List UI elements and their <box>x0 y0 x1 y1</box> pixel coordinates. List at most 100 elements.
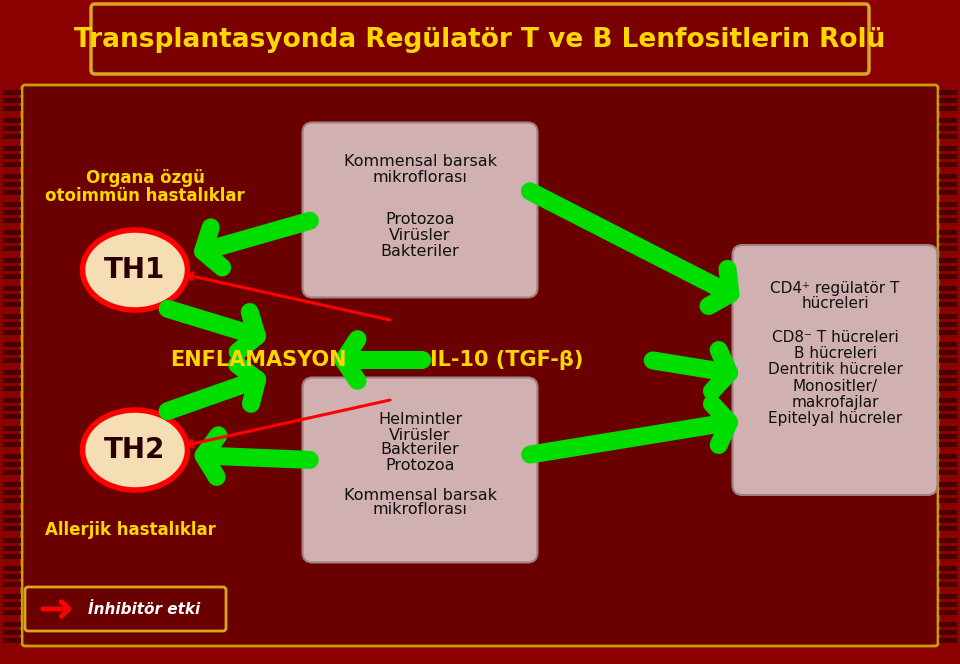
Text: B hücreleri: B hücreleri <box>794 347 876 361</box>
FancyBboxPatch shape <box>302 122 538 297</box>
FancyBboxPatch shape <box>939 554 957 559</box>
FancyBboxPatch shape <box>3 370 21 375</box>
FancyBboxPatch shape <box>3 294 21 299</box>
FancyBboxPatch shape <box>939 358 957 363</box>
FancyBboxPatch shape <box>939 630 957 635</box>
FancyBboxPatch shape <box>939 378 957 383</box>
FancyBboxPatch shape <box>3 482 21 487</box>
FancyBboxPatch shape <box>3 210 21 215</box>
Text: makrofajlar: makrofajlar <box>791 394 878 410</box>
FancyBboxPatch shape <box>3 230 21 235</box>
FancyBboxPatch shape <box>3 358 21 363</box>
FancyBboxPatch shape <box>3 146 21 151</box>
Text: Bakteriler: Bakteriler <box>380 442 460 457</box>
FancyBboxPatch shape <box>732 245 938 495</box>
FancyBboxPatch shape <box>3 510 21 515</box>
FancyBboxPatch shape <box>3 462 21 467</box>
FancyBboxPatch shape <box>939 342 957 347</box>
FancyBboxPatch shape <box>3 574 21 579</box>
FancyBboxPatch shape <box>939 538 957 543</box>
FancyBboxPatch shape <box>3 426 21 431</box>
FancyBboxPatch shape <box>3 322 21 327</box>
FancyBboxPatch shape <box>22 85 938 646</box>
Text: Kommensal barsak: Kommensal barsak <box>344 155 496 169</box>
FancyBboxPatch shape <box>3 350 21 355</box>
FancyBboxPatch shape <box>3 538 21 543</box>
FancyBboxPatch shape <box>939 162 957 167</box>
FancyBboxPatch shape <box>3 498 21 503</box>
FancyBboxPatch shape <box>3 566 21 571</box>
FancyBboxPatch shape <box>939 350 957 355</box>
FancyBboxPatch shape <box>939 218 957 223</box>
Text: Transplantasyonda Regülatör T ve B Lenfositlerin Rolü: Transplantasyonda Regülatör T ve B Lenfo… <box>74 27 886 53</box>
FancyBboxPatch shape <box>3 434 21 439</box>
FancyBboxPatch shape <box>939 398 957 403</box>
FancyBboxPatch shape <box>939 146 957 151</box>
FancyBboxPatch shape <box>939 574 957 579</box>
Text: Protozoa: Protozoa <box>385 212 455 228</box>
Text: IL-10 (TGF-β): IL-10 (TGF-β) <box>430 350 584 370</box>
FancyBboxPatch shape <box>3 518 21 523</box>
FancyBboxPatch shape <box>939 638 957 643</box>
Text: mikroflorası: mikroflorası <box>372 171 468 185</box>
FancyBboxPatch shape <box>939 610 957 615</box>
Text: CD8⁻ T hücreleri: CD8⁻ T hücreleri <box>772 331 899 345</box>
Text: Organa özgü: Organa özgü <box>85 169 204 187</box>
FancyBboxPatch shape <box>3 274 21 279</box>
FancyBboxPatch shape <box>3 582 21 587</box>
FancyBboxPatch shape <box>3 258 21 263</box>
FancyBboxPatch shape <box>939 210 957 215</box>
FancyBboxPatch shape <box>939 594 957 599</box>
FancyBboxPatch shape <box>3 182 21 187</box>
FancyBboxPatch shape <box>939 202 957 207</box>
FancyBboxPatch shape <box>939 302 957 307</box>
FancyBboxPatch shape <box>3 490 21 495</box>
FancyBboxPatch shape <box>3 218 21 223</box>
FancyBboxPatch shape <box>3 470 21 475</box>
FancyBboxPatch shape <box>3 398 21 403</box>
Text: Kommensal barsak: Kommensal barsak <box>344 487 496 503</box>
FancyBboxPatch shape <box>3 546 21 551</box>
FancyBboxPatch shape <box>939 526 957 531</box>
FancyBboxPatch shape <box>939 182 957 187</box>
FancyBboxPatch shape <box>939 566 957 571</box>
Text: İnhibitör etki: İnhibitör etki <box>88 602 201 616</box>
FancyBboxPatch shape <box>939 190 957 195</box>
FancyBboxPatch shape <box>939 546 957 551</box>
Text: TH2: TH2 <box>105 436 166 464</box>
FancyBboxPatch shape <box>939 470 957 475</box>
FancyBboxPatch shape <box>939 274 957 279</box>
FancyBboxPatch shape <box>3 386 21 391</box>
FancyBboxPatch shape <box>939 126 957 131</box>
FancyBboxPatch shape <box>939 406 957 411</box>
FancyBboxPatch shape <box>3 526 21 531</box>
Text: Helmintler: Helmintler <box>378 412 462 428</box>
FancyBboxPatch shape <box>3 202 21 207</box>
FancyBboxPatch shape <box>3 442 21 447</box>
FancyBboxPatch shape <box>939 98 957 103</box>
FancyBboxPatch shape <box>3 622 21 627</box>
FancyBboxPatch shape <box>3 134 21 139</box>
Text: Allerjik hastalıklar: Allerjik hastalıklar <box>44 521 215 539</box>
FancyBboxPatch shape <box>3 174 21 179</box>
Text: hücreleri: hücreleri <box>802 297 869 311</box>
Text: CD4⁺ regülatör T: CD4⁺ regülatör T <box>770 280 900 295</box>
FancyBboxPatch shape <box>939 106 957 111</box>
Text: mikroflorası: mikroflorası <box>372 503 468 517</box>
FancyBboxPatch shape <box>939 238 957 243</box>
Text: Protozoa: Protozoa <box>385 457 455 473</box>
FancyBboxPatch shape <box>939 286 957 291</box>
FancyBboxPatch shape <box>3 454 21 459</box>
FancyBboxPatch shape <box>25 587 226 631</box>
FancyBboxPatch shape <box>939 518 957 523</box>
FancyBboxPatch shape <box>939 154 957 159</box>
FancyBboxPatch shape <box>939 434 957 439</box>
FancyBboxPatch shape <box>3 378 21 383</box>
FancyBboxPatch shape <box>3 162 21 167</box>
FancyBboxPatch shape <box>3 314 21 319</box>
FancyBboxPatch shape <box>3 630 21 635</box>
FancyBboxPatch shape <box>939 426 957 431</box>
FancyBboxPatch shape <box>3 190 21 195</box>
FancyBboxPatch shape <box>939 134 957 139</box>
FancyBboxPatch shape <box>3 106 21 111</box>
